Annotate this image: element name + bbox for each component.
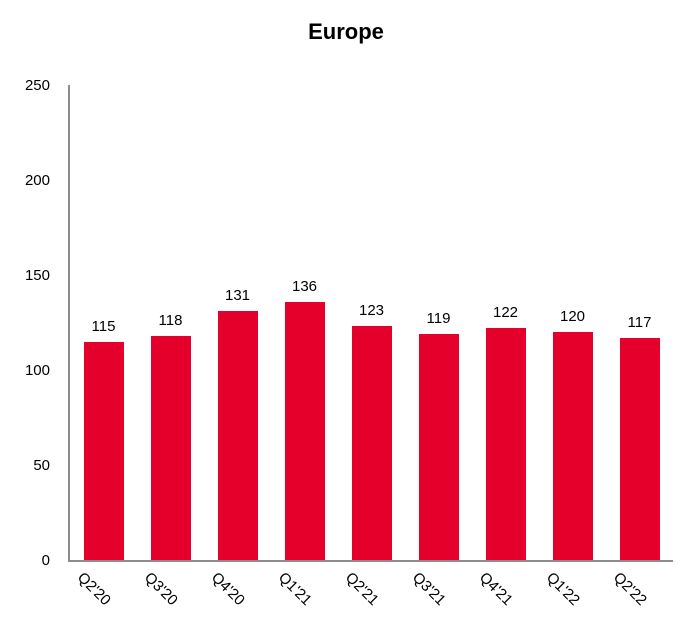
y-tick-label: 200 xyxy=(24,172,50,189)
bar xyxy=(552,332,593,560)
y-tick-label: 50 xyxy=(33,457,50,474)
x-tick-label: Q2'20 xyxy=(73,569,114,609)
bar-value-label: 131 xyxy=(224,287,251,305)
bar xyxy=(351,326,392,560)
bar-value-label: 119 xyxy=(426,309,451,327)
bar-value-label: 123 xyxy=(358,302,385,320)
bar-value-label: 122 xyxy=(492,304,519,322)
bar-value-label: 118 xyxy=(158,311,183,329)
bar xyxy=(284,301,325,560)
x-tick-label: Q2'22 xyxy=(609,569,650,609)
x-tick-label: Q3'20 xyxy=(140,569,181,609)
x-tick-label: Q4'21 xyxy=(475,569,516,609)
x-tick-label: Q1'21 xyxy=(274,569,315,609)
bar xyxy=(83,341,124,560)
x-tick-label: Q3'21 xyxy=(408,569,449,609)
y-tick-label: 150 xyxy=(24,267,50,284)
x-tick-label: Q4'20 xyxy=(207,569,248,609)
bar xyxy=(485,328,526,560)
x-tick-label: Q1'22 xyxy=(542,569,583,609)
bar xyxy=(150,335,191,560)
plot-area: 115 118 131 136 123 119 122 120 117 xyxy=(68,85,673,562)
bar xyxy=(418,333,459,560)
y-tick-label: 250 xyxy=(24,77,50,94)
bar-value-label: 115 xyxy=(91,317,116,335)
bar-value-label: 136 xyxy=(291,277,318,295)
bar-value-label: 120 xyxy=(559,308,586,325)
x-tick-label: Q2'21 xyxy=(341,569,382,609)
y-tick-label: 100 xyxy=(24,362,50,379)
chart-title: Europe xyxy=(308,19,384,44)
bar xyxy=(217,311,258,560)
bar-value-label: 117 xyxy=(627,313,652,331)
bar xyxy=(619,337,660,560)
y-tick-label: 0 xyxy=(41,552,50,569)
